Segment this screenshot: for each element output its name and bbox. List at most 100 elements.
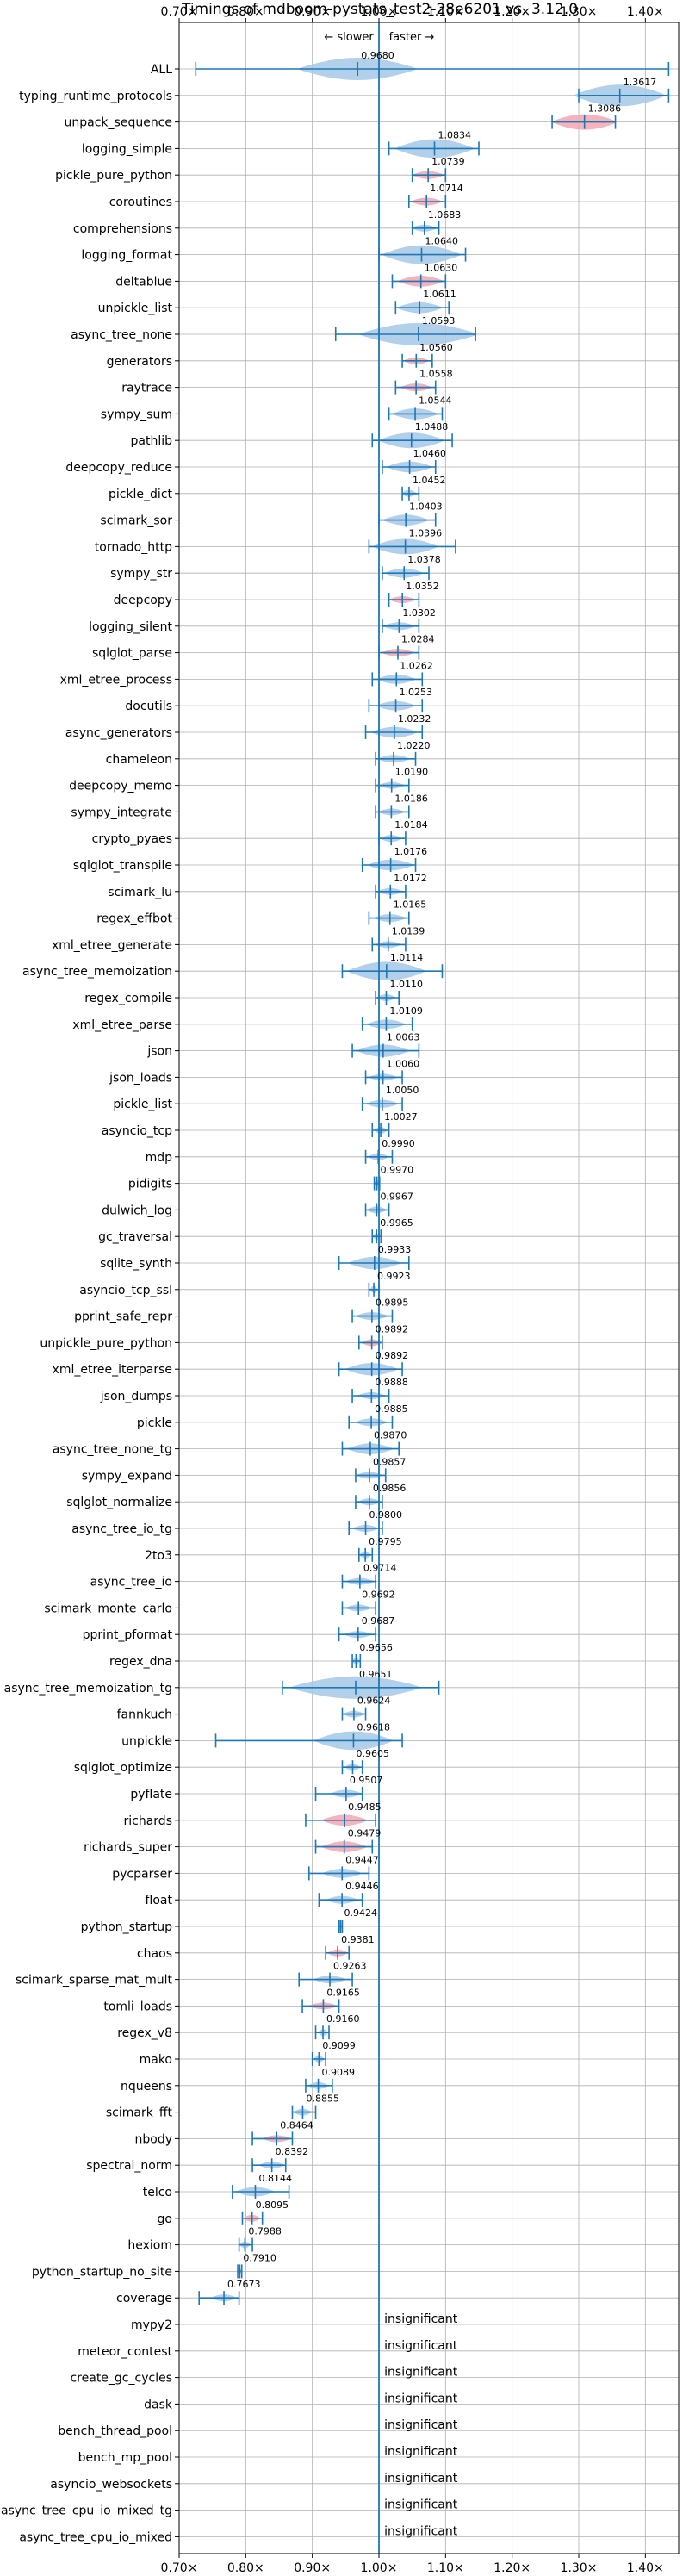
benchmark-name: pidigits xyxy=(128,1178,172,1192)
value-label: 0.8464 xyxy=(280,2119,313,2131)
benchmark-name: sympy_sum xyxy=(101,408,172,421)
benchmark-name: sqlglot_transpile xyxy=(73,859,172,873)
value-label: 1.0488 xyxy=(415,421,448,432)
x-tick-label-top: 0.90× xyxy=(294,5,331,19)
value-label: 0.9892 xyxy=(376,1350,409,1361)
value-label: 0.8392 xyxy=(276,2146,309,2157)
benchmark-name: unpickle xyxy=(121,1734,172,1748)
benchmark-name: async_tree_memoization_tg xyxy=(4,1682,172,1696)
plot-frame xyxy=(178,22,680,2554)
x-tick-label-bottom: 0.90× xyxy=(294,2561,331,2575)
faster-annotation: faster → xyxy=(389,31,435,44)
benchmark-name: richards_super xyxy=(84,1841,172,1855)
benchmark-name: mako xyxy=(140,2053,172,2067)
value-label: 1.0109 xyxy=(389,1005,423,1017)
value-label: 1.0139 xyxy=(392,925,425,936)
value-label: 1.0063 xyxy=(387,1032,420,1043)
value-label: 0.9990 xyxy=(382,1138,415,1149)
benchmark-name: regex_compile xyxy=(84,992,172,1005)
value-label: 0.9381 xyxy=(341,1934,375,1945)
x-tick-label-top: 0.70× xyxy=(161,5,198,19)
insignificant-label: insignificant xyxy=(384,2392,458,2405)
benchmark-name: pprint_safe_repr xyxy=(74,1310,172,1324)
value-label: 0.9089 xyxy=(322,2067,356,2078)
x-tick-label-bottom: 0.80× xyxy=(227,2561,264,2575)
value-label: 0.9800 xyxy=(369,1509,403,1521)
benchmark-name: async_tree_io_tg xyxy=(71,1522,172,1536)
value-label: 0.9446 xyxy=(345,1881,379,1892)
value-label: 1.3086 xyxy=(588,103,622,115)
benchmark-name: async_tree_cpu_io_mixed_tg xyxy=(1,2504,172,2518)
benchmark-name: deepcopy_reduce xyxy=(65,461,172,475)
value-label: 1.0284 xyxy=(401,634,435,645)
benchmark-name: sympy_expand xyxy=(82,1469,172,1483)
benchmark-name: pyflate xyxy=(130,1788,172,1801)
slower-annotation: ← slower xyxy=(324,31,374,44)
benchmark-name: sympy_str xyxy=(110,567,172,581)
value-label: 1.0184 xyxy=(394,819,428,831)
value-label: 1.0165 xyxy=(394,899,427,911)
insignificant-label: insignificant xyxy=(384,2339,458,2353)
insignificant-label: insignificant xyxy=(384,2498,458,2512)
benchmark-name: create_gc_cycles xyxy=(70,2372,172,2386)
benchmark-name: telco xyxy=(143,2186,172,2200)
benchmark-name: scimark_fft xyxy=(106,2106,173,2120)
benchmark-name: json xyxy=(146,1045,172,1059)
insignificant-label: insignificant xyxy=(384,2418,458,2432)
value-label: 1.0352 xyxy=(406,581,439,592)
value-label: 1.0050 xyxy=(386,1085,419,1096)
benchmark-name: regex_dna xyxy=(109,1655,172,1669)
benchmark-name: asyncio_tcp xyxy=(102,1124,172,1138)
value-label: 0.8095 xyxy=(256,2200,289,2211)
value-label: 0.9507 xyxy=(350,1775,383,1786)
value-label: 0.9656 xyxy=(359,1642,393,1653)
benchmark-name: richards xyxy=(124,1814,173,1828)
value-label: 1.0452 xyxy=(413,475,446,486)
value-label: 0.9165 xyxy=(326,1987,360,1998)
benchmark-name: scimark_lu xyxy=(108,886,172,899)
benchmark-name: scimark_monte_carlo xyxy=(44,1602,172,1615)
benchmark-name: tornado_http xyxy=(95,540,172,554)
chart-title: Timings of mdboom-pystats_test2-28e6201 … xyxy=(181,1,578,18)
benchmark-name: regex_effbot xyxy=(96,912,172,926)
value-label: 1.0739 xyxy=(431,156,464,167)
category-labels: ALL typing_runtime_protocols unpack_sequen… xyxy=(1,63,173,2544)
benchmark-name: ALL xyxy=(151,63,172,77)
benchmark-name: sqlite_synth xyxy=(100,1257,172,1271)
benchmark-name: unpickle_list xyxy=(98,302,173,315)
benchmark-name: meteor_contest xyxy=(78,2345,172,2359)
value-label: 1.0630 xyxy=(425,262,457,273)
benchmark-name: asyncio_websockets xyxy=(50,2478,172,2492)
value-label: 0.9160 xyxy=(326,2013,360,2025)
benchmark-name: spectral_norm xyxy=(86,2159,172,2173)
benchmark-name: pprint_pformat xyxy=(83,1628,173,1642)
benchmark-name: float xyxy=(146,1894,173,1907)
value-label: 1.0190 xyxy=(395,767,429,778)
value-label: 1.0544 xyxy=(419,395,452,406)
benchmark-name: regex_v8 xyxy=(117,2026,172,2040)
value-label: 0.9923 xyxy=(377,1271,411,1282)
value-label: 0.9965 xyxy=(380,1217,413,1229)
benchmark-name: gc_traversal xyxy=(98,1230,172,1244)
value-label: 1.0114 xyxy=(390,952,424,963)
benchmark-name: deepcopy_memo xyxy=(69,780,172,793)
value-label: 0.9885 xyxy=(375,1403,408,1415)
value-label: 1.0403 xyxy=(409,501,443,513)
benchmark-name: json_loads xyxy=(109,1071,172,1085)
value-label: 0.9479 xyxy=(348,1828,382,1839)
value-label: 1.0714 xyxy=(430,183,463,194)
value-label: 1.0172 xyxy=(394,873,427,884)
benchmark-name: hexiom xyxy=(127,2239,172,2253)
value-label: 1.0232 xyxy=(398,713,431,725)
value-label: 1.0110 xyxy=(390,979,424,990)
benchmark-name: mypy2 xyxy=(131,2318,172,2332)
value-label: 0.9895 xyxy=(376,1297,409,1309)
benchmark-name: python_startup xyxy=(81,1920,172,1934)
value-label: 1.0253 xyxy=(400,687,433,698)
benchmark-name: pickle_list xyxy=(113,1098,172,1111)
benchmark-name: pickle_pure_python xyxy=(55,169,172,183)
benchmark-name: pathlib xyxy=(131,434,173,448)
benchmark-name: logging_format xyxy=(81,249,172,263)
value-label: 0.8144 xyxy=(258,2173,292,2184)
x-tick-label-top: 0.80× xyxy=(227,5,264,19)
